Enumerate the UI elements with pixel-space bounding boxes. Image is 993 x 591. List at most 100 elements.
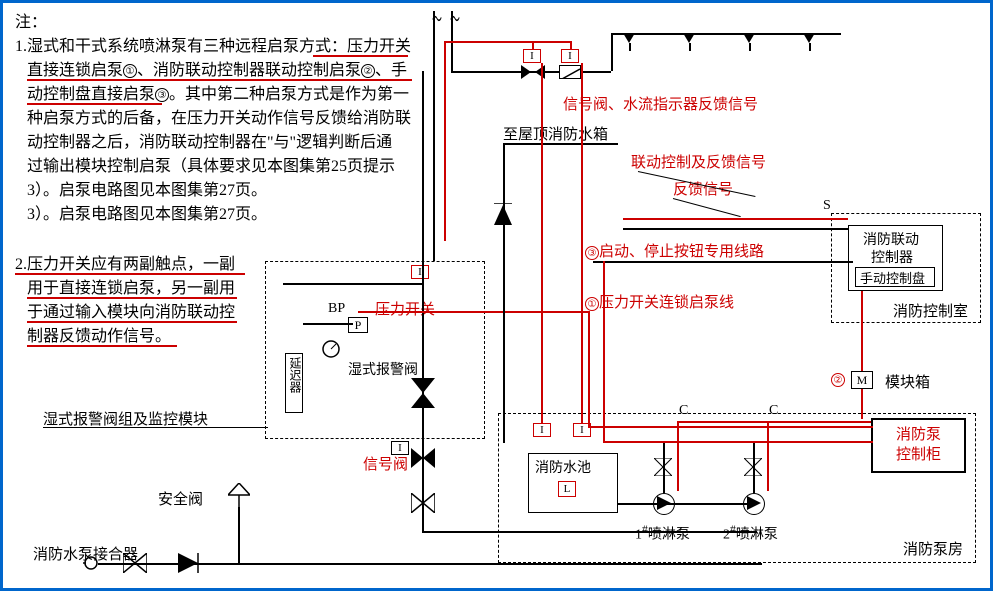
circle-2: ②: [361, 64, 375, 78]
break-l: 〜: [432, 3, 442, 32]
safety-valve-sym: [228, 483, 250, 507]
ul-7: [27, 345, 177, 347]
r-thick-1: [588, 311, 590, 426]
pressure-switch-label: 压力开关: [375, 298, 435, 319]
module-box: M: [851, 371, 873, 389]
pump1-label: 1#1#喷淋泵喷淋泵: [635, 523, 690, 544]
n1l2a: 直接连锁启泵: [27, 62, 123, 79]
ul-1: [313, 55, 408, 57]
signal-flow-label: 信号阀、水流指示器反馈信号: [563, 93, 758, 114]
module-box-label: 模块箱: [885, 371, 930, 392]
bottom-main: [422, 563, 762, 565]
n1l2c: 、手: [375, 62, 407, 79]
roof-check: [494, 203, 512, 225]
safety-v-line: [238, 507, 240, 563]
c3r: ③: [585, 246, 599, 260]
n1l3b: 。其中第二种启泵方式是作为第一: [169, 86, 409, 103]
wet-pipe-v2: [433, 71, 435, 261]
ss-text: 启动、停止按钮专用线路: [599, 244, 764, 260]
r-feed-v: [541, 63, 543, 423]
s-label: S: [823, 198, 831, 214]
i-box-5: I: [533, 423, 551, 437]
pump-cabinet-l2: 控制柜: [896, 443, 941, 464]
pump2-label: 2#喷淋泵: [723, 523, 778, 544]
i-box-4: I: [391, 441, 409, 455]
wag-leader: [43, 427, 268, 428]
r-c-h: [677, 421, 872, 423]
note1-l7: 3）。启泵电路图见本图集第27页。: [27, 179, 267, 203]
c1r: ①: [585, 297, 599, 311]
linkage-l1: 消防联动: [863, 229, 919, 249]
c2r: ②: [831, 373, 845, 387]
n1l3a: 动控制盘直接启泵: [27, 86, 155, 103]
sprinkler-1: [623, 33, 635, 43]
r-thick-4: [603, 441, 873, 443]
r-m-v2: [861, 389, 863, 419]
safety-valve-label: 安全阀: [158, 488, 203, 509]
gv-p2: [744, 458, 762, 476]
interlock-label: ①压力开关连锁启泵线: [585, 291, 734, 312]
roof-pipe-v: [503, 143, 505, 443]
r-thick-3: [603, 261, 605, 441]
roof-tank-label: 至屋顶消防水箱: [503, 123, 608, 144]
sprinkler-drop4: [809, 43, 811, 51]
i-box-3: I: [411, 265, 429, 279]
circle-1: ①: [123, 64, 137, 78]
note1-l6: 过输出模块控制启泵（具体要求见本图集第25页提示: [27, 155, 395, 179]
manual-panel-label: 手动控制盘: [860, 268, 925, 287]
ul-5: [27, 297, 237, 299]
sprinkler-2: [683, 33, 695, 43]
fd-connector: [83, 555, 99, 571]
linkage-l2: 控制器: [871, 247, 913, 267]
pressure-gauge: [321, 339, 341, 359]
r-feed-v2: [581, 63, 583, 423]
sprinkler-drop1: [629, 43, 631, 51]
r-interlock-h: [358, 311, 588, 313]
gate-valve-1: [411, 493, 435, 513]
connector-valve: [123, 553, 147, 573]
fire-pool-label: 消防水池: [535, 457, 591, 477]
r-ctrl-m: [861, 291, 863, 292]
i-box-2: I: [561, 49, 579, 63]
roof-tank-line: [503, 143, 618, 145]
sprinkler-3: [743, 33, 755, 43]
r-c1: [677, 421, 679, 491]
delay-label: 延迟器: [287, 357, 304, 393]
sprinkler-drop2: [689, 43, 691, 51]
il-text: 压力开关连锁启泵线: [599, 295, 734, 311]
pump-suction: [618, 503, 748, 505]
signal-valve-label: 信号阀: [363, 453, 408, 474]
conn-h2: [283, 283, 423, 285]
notes-header: 注：: [15, 11, 47, 35]
c-label-2: C: [769, 403, 778, 419]
ul-4: [15, 273, 245, 275]
n1l1-text: 1.湿式和干式系统喷淋泵有三种远程启泵方式：压力开关: [15, 38, 411, 55]
note1-l7: 3）。启泵电路图见本图集第27页。: [27, 203, 267, 227]
conn-h1: [303, 323, 353, 325]
r-top-h: [444, 41, 572, 43]
r-thick-2: [588, 426, 873, 428]
start-stop-line: [593, 261, 853, 263]
signal-valve-bottom: [411, 448, 435, 468]
c2-at-m: ②: [831, 371, 845, 388]
r-top-v: [444, 41, 446, 241]
wet-alarm-group-label: 湿式报警阀组及监控模块: [43, 408, 208, 429]
ul-3: [27, 103, 162, 105]
sprinkler-drop3: [749, 43, 751, 51]
pump-room-label: 消防泵房: [903, 538, 963, 559]
gv-p1: [654, 458, 672, 476]
l-box: L: [558, 481, 576, 497]
pump2-tri: [747, 496, 761, 510]
flow-ind: [559, 65, 581, 79]
ul-2: [27, 79, 412, 81]
r-m-v: [861, 291, 863, 371]
note1-l4: 种启泵方式的后备，在压力开关动作信号反馈给消防联: [27, 107, 411, 131]
note1-l5: 动控制器之后，消防联动控制器在"与"逻辑判断后通: [27, 131, 392, 155]
control-room-label: 消防控制室: [893, 300, 968, 321]
b-to-ctrl-2: [623, 228, 848, 230]
check-valve-conn: [178, 553, 202, 573]
start-stop-label: ③启动、停止按钮专用线路: [585, 240, 764, 261]
pump-header: [422, 531, 757, 533]
circle-3: ③: [155, 88, 169, 102]
r-to-ctrl-1: [623, 218, 848, 220]
